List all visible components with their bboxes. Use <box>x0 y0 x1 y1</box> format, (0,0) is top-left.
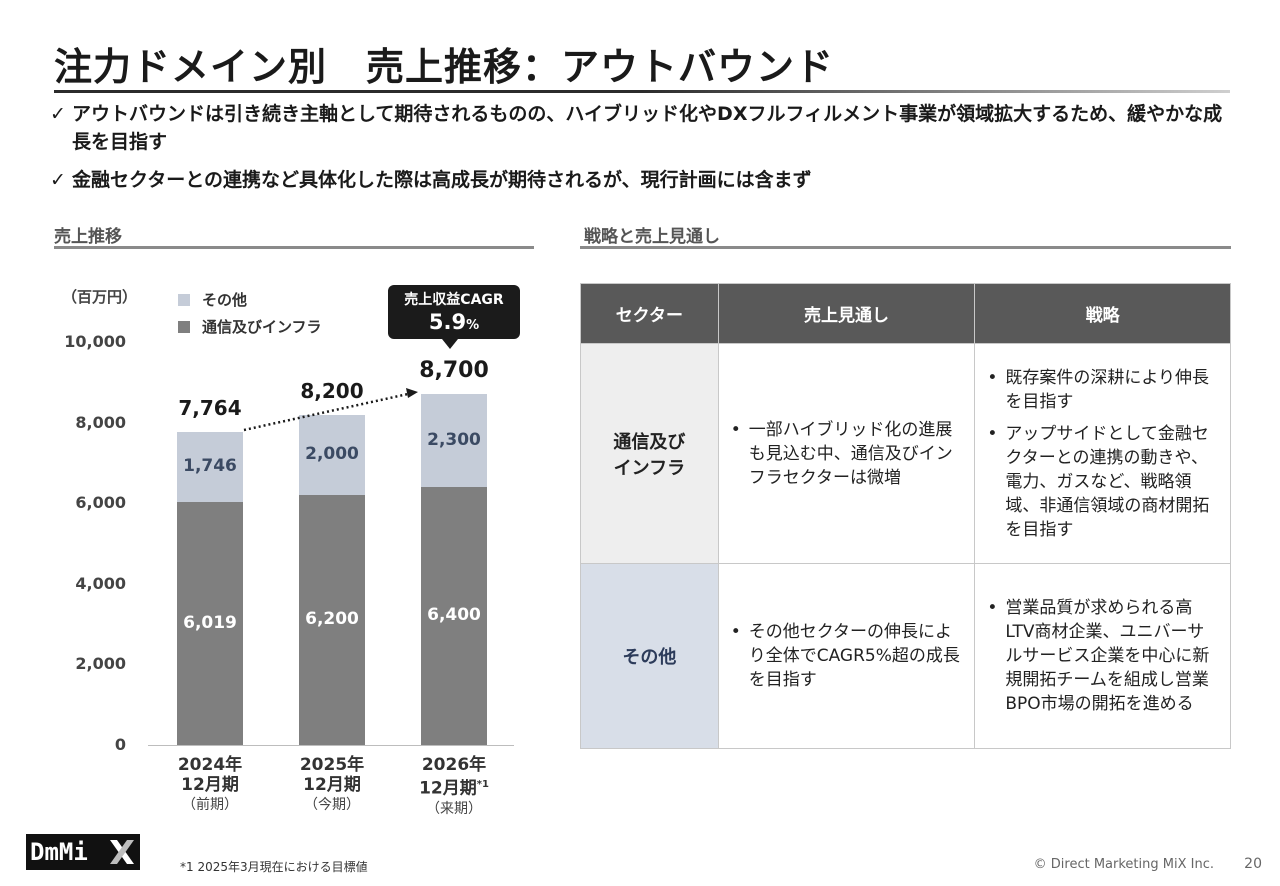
strategy-cell: 営業品質が求められる高LTV商材企業、ユニバーサルサービス企業を中心に新規開拓チ… <box>974 563 1231 749</box>
bullet-item: ✓ アウトバウンドは引き続き主軸として期待されるものの、ハイブリッド化やDXフル… <box>50 100 1230 156</box>
bar-segment-other <box>177 432 243 503</box>
chart-unit-label: （百万円） <box>62 288 138 306</box>
y-tick-label: 8,000 <box>75 412 126 432</box>
y-tick-label: 0 <box>114 735 126 754</box>
table-row: その他 その他セクターの伸長により全体でCAGR5%超の成長を目指す 営業品質が… <box>580 563 1231 749</box>
x-axis-category-label: 2024年 12月期 （前期） <box>177 755 243 813</box>
logo-x-mark <box>110 840 134 864</box>
bar-segment-other <box>421 394 487 488</box>
trend-arrowhead <box>406 388 418 398</box>
bar-segment-telecom <box>299 495 365 745</box>
outlook-cell: 一部ハイブリッド化の進展も見込む中、通信及びインフラセクターは微増 <box>717 343 976 564</box>
section-divider <box>54 246 534 249</box>
list-item: その他セクターの伸長により全体でCAGR5%超の成長を目指す <box>727 620 965 692</box>
strategy-table: セクター 売上見通し 戦略 通信及び インフラ 一部ハイブリッド化の進展も見込む… <box>580 283 1231 749</box>
table-header: セクター <box>580 283 719 344</box>
legend-swatch <box>178 320 190 333</box>
section-divider <box>580 246 1231 249</box>
y-tick-label: 4,000 <box>75 573 126 593</box>
x-axis-category-label: 2026年 12月期*1 （来期） <box>419 755 489 817</box>
data-label: 6,019 <box>183 612 237 633</box>
legend-label: 通信及びインフラ <box>202 318 322 336</box>
footnote: *1 2025年3月現在における目標値 <box>180 860 368 874</box>
outlook-cell: その他セクターの伸長により全体でCAGR5%超の成長を目指す <box>717 563 976 749</box>
title-divider <box>54 90 1230 93</box>
table-row: 通信及び インフラ 一部ハイブリッド化の進展も見込む中、通信及びインフラセクター… <box>580 343 1231 564</box>
page-number: 20 <box>1244 856 1262 872</box>
cagr-label: 売上収益CAGR <box>404 292 504 308</box>
checkmark-icon: ✓ <box>50 103 66 125</box>
list-item: 既存案件の深耕により伸長を目指す <box>983 366 1220 414</box>
bar-segment-telecom <box>421 487 487 745</box>
strategy-cell: 既存案件の深耕により伸長を目指す アップサイドとして金融セクターとの連携の動きや… <box>974 343 1231 564</box>
list-item: アップサイドとして金融セクターとの連携の動きや、電力、ガスなど、戦略領域、非通信… <box>983 422 1220 542</box>
bullet-item: ✓ 金融セクターとの連携など具体化した際は高成長が期待されるが、現行計画には含ま… <box>50 166 1230 194</box>
cagr-callout: 売上収益CAGR 5.9% <box>388 285 520 349</box>
sector-cell: 通信及び インフラ <box>580 343 719 564</box>
legend-item-other: その他 <box>178 289 247 310</box>
data-label: 2,000 <box>305 443 359 464</box>
page-title: 注力ドメイン別 売上推移：アウトバウンド <box>54 45 835 89</box>
list-item: 一部ハイブリッド化の進展も見込む中、通信及びインフラセクターは微増 <box>727 418 965 490</box>
table-header: 売上見通し <box>717 283 976 344</box>
data-label: 6,200 <box>305 609 359 630</box>
bar-segment-telecom <box>177 502 243 745</box>
company-logo: DmMi <box>26 834 140 870</box>
total-label: 8,700 <box>419 358 489 384</box>
total-label: 8,200 <box>300 378 364 403</box>
y-tick-label: 2,000 <box>75 654 126 674</box>
bullet-text: アウトバウンドは引き続き主軸として期待されるものの、ハイブリッド化やDXフルフィ… <box>72 103 1223 153</box>
legend-item-telecom: 通信及びインフラ <box>178 316 322 337</box>
list-item: 営業品質が求められる高LTV商材企業、ユニバーサルサービス企業を中心に新規開拓チ… <box>983 596 1220 716</box>
section-heading-strategy: 戦略と売上見通し <box>584 227 720 247</box>
x-axis-category-label: 2025年 12月期 （今期） <box>299 755 365 813</box>
total-label: 7,764 <box>178 396 242 421</box>
x-axis-line <box>148 745 514 746</box>
legend-label: その他 <box>202 291 248 309</box>
legend-swatch <box>178 293 190 306</box>
cagr-value: 5.9% <box>428 310 480 334</box>
y-tick-label: 6,000 <box>75 493 126 513</box>
copyright: © Direct Marketing MiX Inc. <box>1033 857 1214 872</box>
sector-cell: その他 <box>580 563 719 749</box>
checkmark-icon: ✓ <box>50 169 66 191</box>
table-header: 戦略 <box>974 283 1231 344</box>
data-label: 2,300 <box>427 429 481 450</box>
data-label: 6,400 <box>427 605 481 626</box>
data-label: 1,746 <box>183 456 237 477</box>
callout-pointer <box>442 339 458 349</box>
y-tick-label: 10,000 <box>64 332 126 351</box>
section-heading-sales: 売上推移 <box>54 227 122 247</box>
bullet-text: 金融セクターとの連携など具体化した際は高成長が期待されるが、現行計画には含まず <box>72 169 812 191</box>
